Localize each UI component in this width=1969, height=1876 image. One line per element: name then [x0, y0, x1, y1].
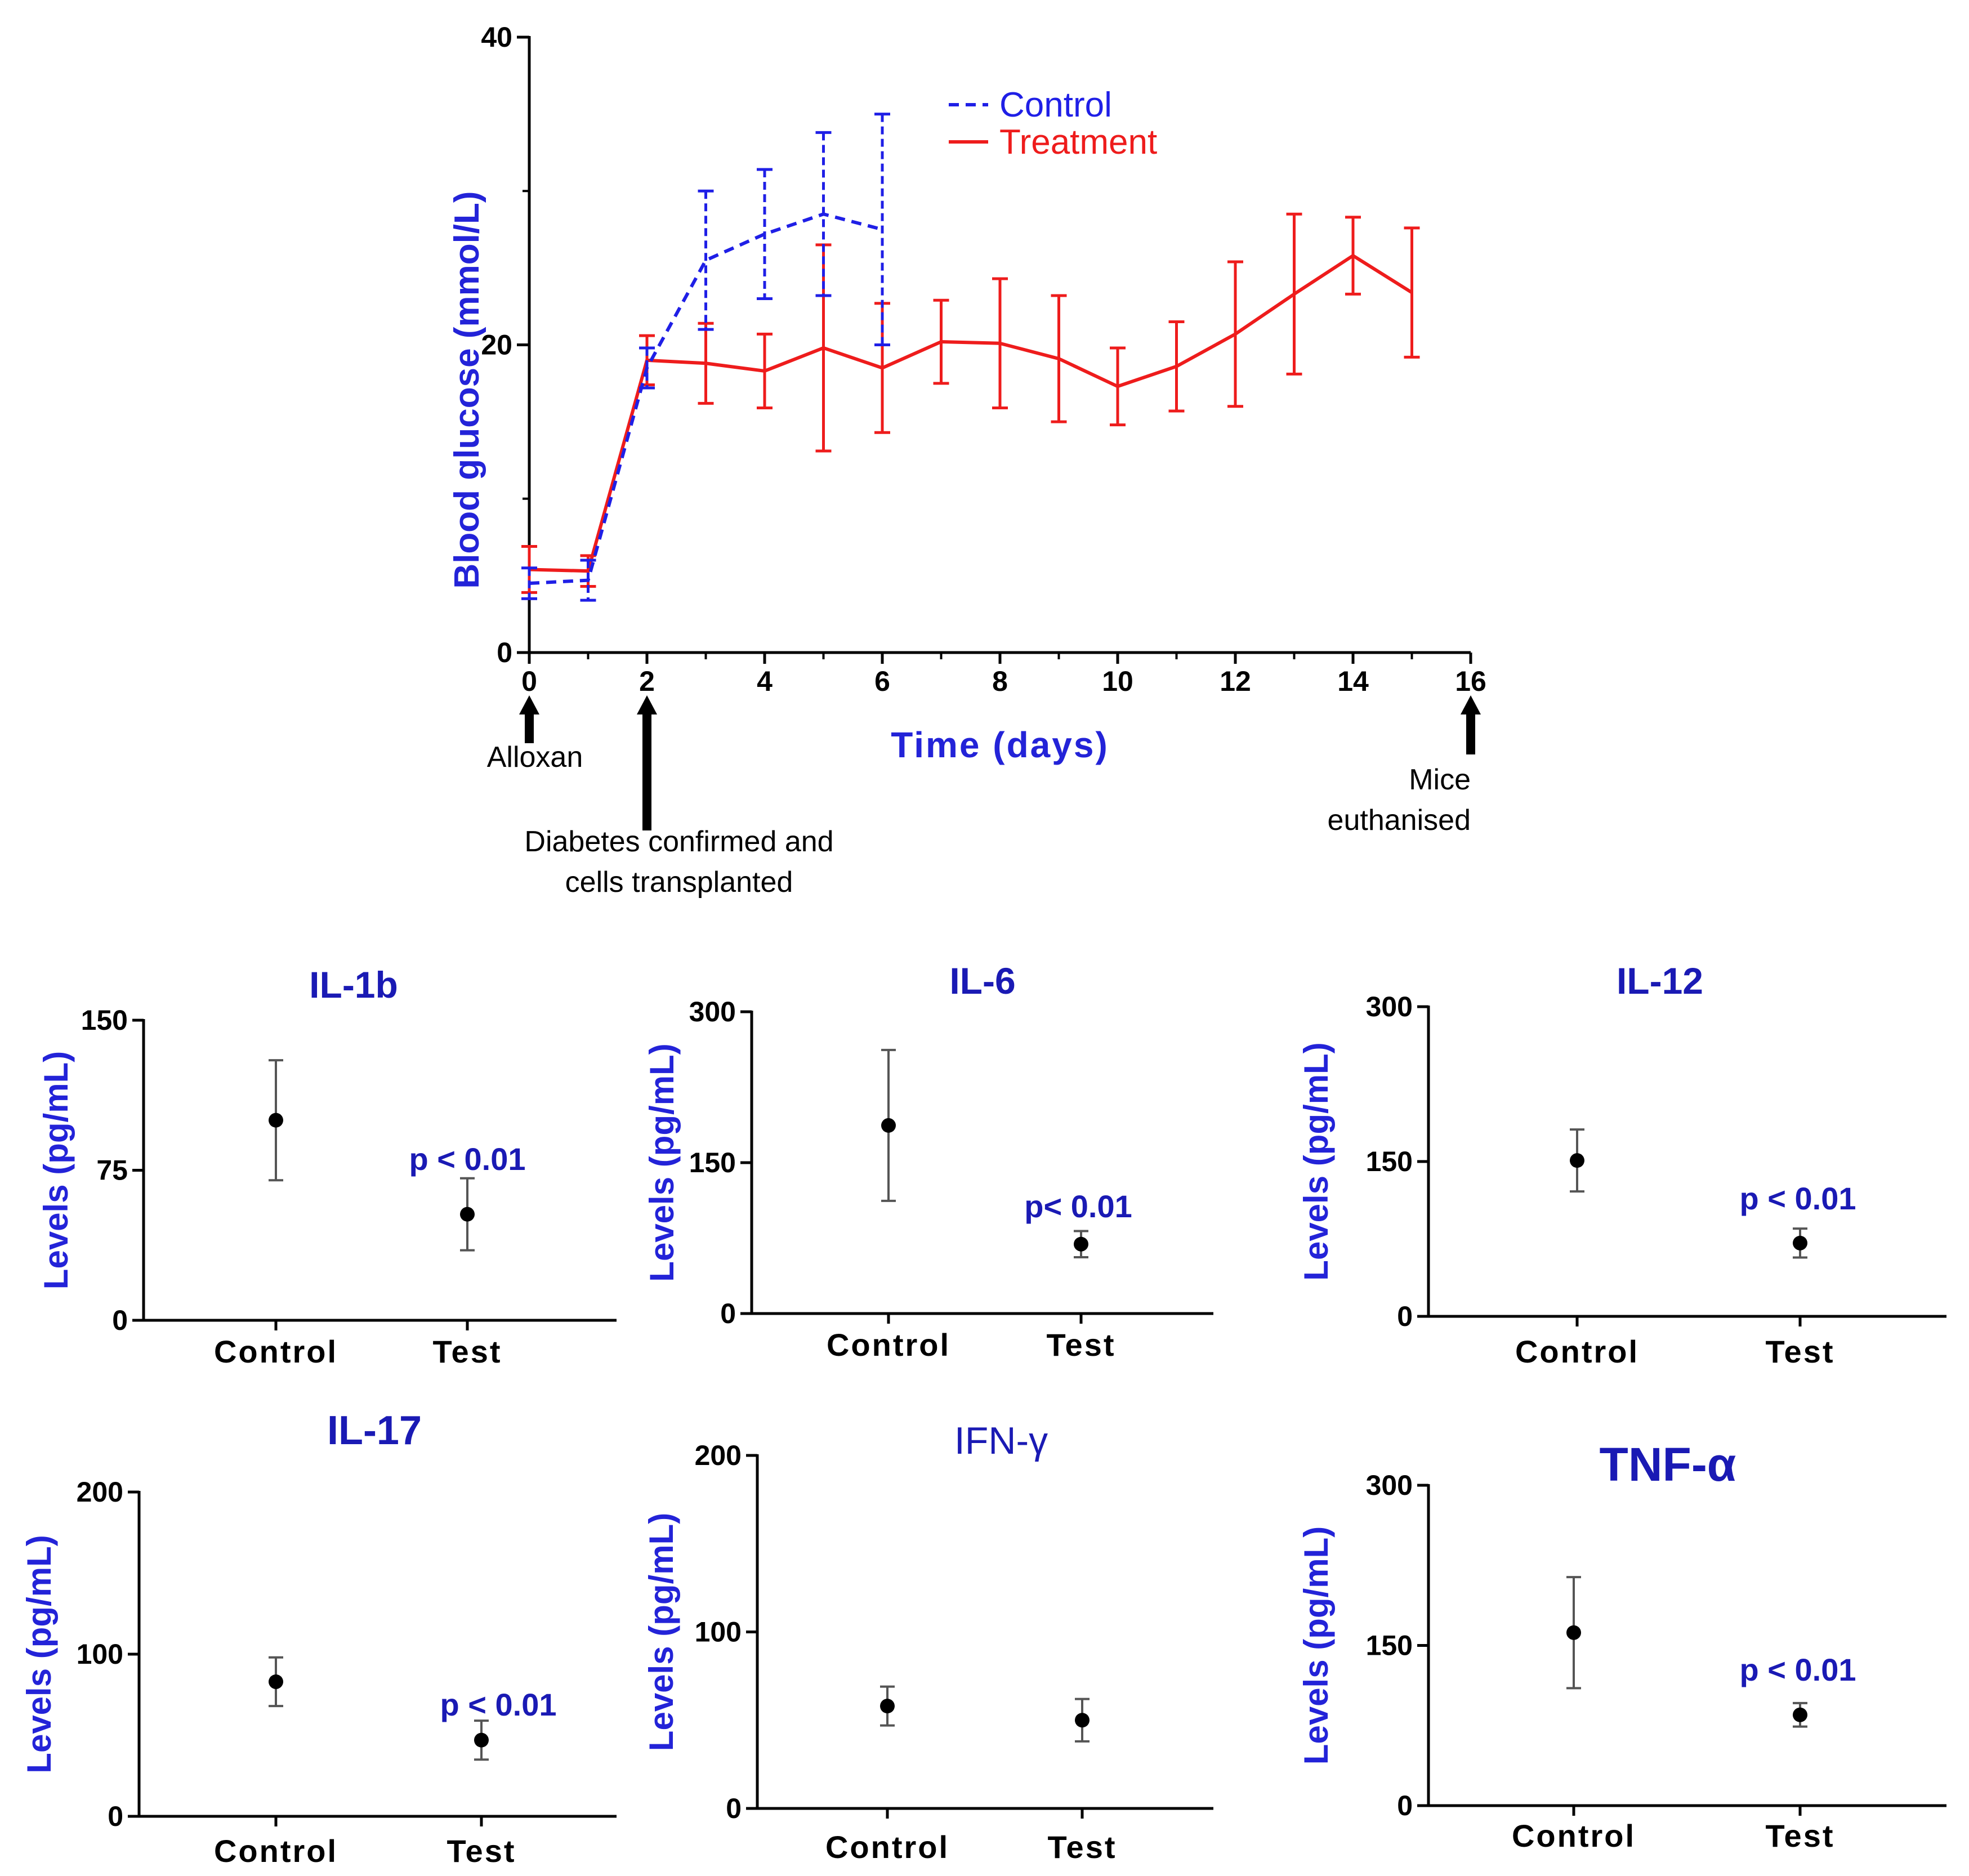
- x-tick-label: 0: [521, 665, 537, 697]
- panel-y-tick-label: 75: [96, 1155, 128, 1186]
- panel-data-point: [1074, 1236, 1088, 1252]
- panel-y-tick-label: 150: [1366, 1630, 1413, 1661]
- annotation-label: Alloxan: [487, 741, 583, 774]
- panel-y-tick-label: 300: [1366, 1469, 1413, 1501]
- y-tick-label: 20: [481, 329, 512, 361]
- panel-category-label: Test: [1048, 1829, 1117, 1865]
- panel-p-value: p < 0.01: [1739, 1652, 1856, 1687]
- panel-data-point: [1566, 1625, 1581, 1640]
- panel-p-value: p < 0.01: [1739, 1181, 1856, 1216]
- panel-category-label: Control: [1512, 1818, 1636, 1853]
- panel-p-value: p < 0.01: [440, 1687, 556, 1722]
- panel-y-tick-label: 0: [726, 1793, 742, 1824]
- annotation-label: cells transplanted: [565, 866, 793, 899]
- x-tick-label: 4: [757, 665, 773, 697]
- annotation-arrow-head: [1461, 695, 1481, 714]
- panel-data-point: [1075, 1713, 1090, 1728]
- x-tick-label: 10: [1102, 665, 1133, 697]
- panel-category-label: Control: [825, 1829, 949, 1865]
- panel-y-tick-label: 150: [1366, 1146, 1413, 1177]
- panel-y-tick-label: 150: [689, 1147, 736, 1178]
- annotation-label: Diabetes confirmed and: [524, 825, 833, 858]
- panel-y-axis-title: Levels (pg/mL): [643, 1043, 681, 1281]
- panel-data-point: [1793, 1707, 1807, 1722]
- panel-category-label: Test: [433, 1334, 502, 1369]
- annotation-label: Mice: [1409, 763, 1471, 796]
- annotation-label: euthanised: [1328, 804, 1471, 837]
- panel-data-point: [474, 1732, 489, 1748]
- panel-y-tick-label: 300: [1366, 991, 1413, 1022]
- panel-il-6: 0 150 300 Control Test IL-6 Levels (pg/mL) p< 0…: [643, 960, 1213, 1363]
- annotation-arrow-head: [519, 695, 539, 714]
- panel-y-tick-label: 300: [689, 996, 736, 1028]
- x-tick-label: 16: [1455, 665, 1486, 697]
- y-tick-label: 0: [497, 637, 512, 668]
- panel-y-tick-label: 100: [695, 1616, 742, 1648]
- panel-data-point: [269, 1113, 283, 1128]
- panel-title: IL-1b: [309, 964, 398, 1006]
- panel-category-label: Test: [1047, 1327, 1116, 1363]
- panel-il-17: 0 100 200 Control Test IL-17 Levels (pg/mL) p <…: [20, 1408, 617, 1869]
- panel-tnf-: 0 150 300 Control Test TNF-α Levels (pg/mL) p <…: [1297, 1438, 1946, 1853]
- panel-category-label: Control: [214, 1833, 338, 1869]
- x-tick-label: 12: [1220, 665, 1251, 697]
- panel-data-point: [881, 1118, 896, 1133]
- panel-title: IFN-γ: [954, 1419, 1048, 1462]
- panel-p-value: p< 0.01: [1024, 1189, 1132, 1224]
- panel-y-axis-title: Levels (pg/mL): [1297, 1042, 1335, 1280]
- cytokine-panels: 0 75 150 Control Test IL-1b Levels (pg/mL) p < …: [20, 960, 1946, 1869]
- panel-il-12: 0 150 300 Control Test IL-12 Levels (pg/mL) p <…: [1297, 960, 1946, 1369]
- panel-title: TNF-α: [1600, 1438, 1736, 1491]
- y-axis-title: Blood glucose (mmol/L): [448, 191, 486, 588]
- panel-y-tick-label: 200: [695, 1440, 742, 1471]
- panel-data-point: [1570, 1153, 1584, 1168]
- series-line-treatment: [529, 253, 1413, 573]
- panel-y-axis-title: Levels (pg/mL): [37, 1051, 75, 1289]
- panel-y-tick-label: 0: [112, 1305, 128, 1336]
- y-tick-label: 40: [481, 21, 512, 53]
- x-tick-label: 8: [992, 665, 1008, 697]
- panel-category-label: Test: [1766, 1334, 1835, 1369]
- blood-glucose-chart: 0 20 40 0 2 4 6 8 10 12 14 16 Blood glucose (mmol/L)…: [448, 21, 1486, 899]
- panel-title: IL-6: [949, 960, 1015, 1002]
- panel-data-point: [880, 1699, 895, 1714]
- panel-title: IL-17: [327, 1408, 422, 1453]
- x-tick-label: 2: [639, 665, 655, 697]
- panel-y-tick-label: 0: [1397, 1301, 1413, 1332]
- panel-ifn-: 0 100 200 Control Test IFN-γ Levels (pg/mL): [642, 1419, 1213, 1865]
- panel-y-tick-label: 100: [77, 1638, 123, 1670]
- annotation-arrow-head: [637, 695, 657, 714]
- panel-category-label: Test: [447, 1833, 516, 1869]
- legend-label-treatment: Treatment: [999, 123, 1157, 162]
- panel-p-value: p < 0.01: [409, 1141, 525, 1177]
- panel-y-axis-title: Levels (pg/mL): [1297, 1526, 1335, 1765]
- panel-y-tick-label: 200: [77, 1476, 123, 1508]
- panel-y-axis-title: Levels (pg/mL): [20, 1535, 58, 1773]
- x-tick-label: 14: [1337, 665, 1369, 697]
- panel-category-label: Test: [1766, 1818, 1835, 1853]
- legend-label-control: Control: [999, 86, 1112, 124]
- panel-category-label: Control: [214, 1334, 338, 1369]
- panel-y-tick-label: 0: [720, 1298, 736, 1329]
- panel-y-tick-label: 0: [108, 1801, 123, 1832]
- x-tick-label: 6: [874, 665, 890, 697]
- panel-data-point: [1793, 1235, 1807, 1250]
- panel-il-1b: 0 75 150 Control Test IL-1b Levels (pg/mL) p < …: [37, 964, 617, 1369]
- panel-data-point: [460, 1207, 475, 1222]
- panel-y-axis-title: Levels (pg/mL): [642, 1513, 680, 1751]
- panel-y-tick-label: 150: [81, 1004, 128, 1036]
- panel-data-point: [269, 1674, 283, 1689]
- panel-category-label: Control: [827, 1327, 950, 1363]
- panel-y-tick-label: 0: [1397, 1790, 1413, 1821]
- panel-category-label: Control: [1515, 1334, 1639, 1369]
- panel-title: IL-12: [1617, 960, 1703, 1002]
- x-axis-title: Time (days): [891, 725, 1109, 765]
